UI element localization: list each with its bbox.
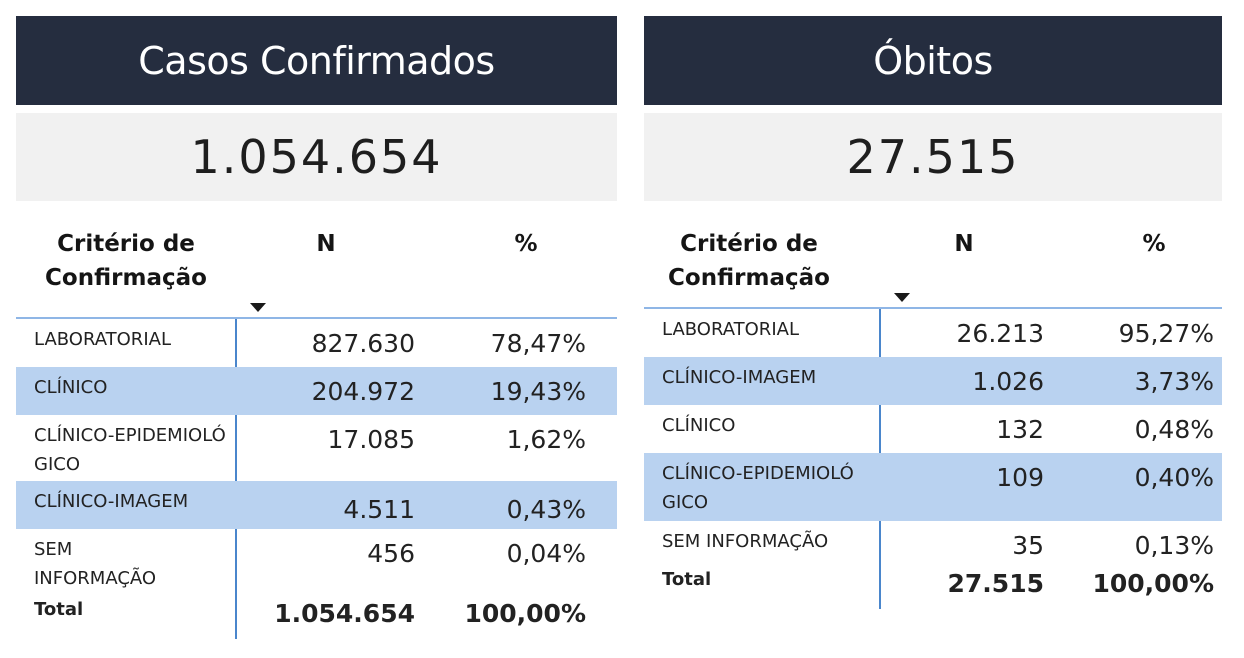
total-pct: 100,00%: [1092, 569, 1214, 598]
table-row[interactable]: CLÍNICO-EPIDEMIOLÓGICO 109 0,40%: [644, 453, 1222, 521]
row-pct: 95,27%: [1118, 319, 1214, 348]
obitos-panel: Óbitos 27.515 Critério de Confirmação N …: [644, 16, 1222, 609]
total-n: 1.054.654: [274, 599, 415, 628]
table-row[interactable]: CLÍNICO-EPIDEMIOLÓGICO 17.085 1,62%: [16, 415, 617, 481]
casos-confirmados-panel: Casos Confirmados 1.054.654 Critério de …: [16, 16, 617, 639]
column-header-pct[interactable]: %: [1142, 231, 1166, 257]
table-total-row: Total 1.054.654 100,00%: [16, 595, 617, 633]
row-criterio: SEM INFORMAÇÃO: [662, 531, 829, 552]
row-pct: 0,43%: [506, 495, 586, 524]
row-criterio: CLÍNICO-IMAGEM: [34, 491, 189, 512]
sort-descending-icon[interactable]: [894, 293, 910, 302]
table-row[interactable]: SEM INFORMAÇÃO 456 0,04%: [16, 529, 617, 595]
row-n: 1.026: [972, 367, 1044, 396]
kpi-card-total: 1.054.654: [16, 113, 617, 201]
panel-title: Casos Confirmados: [16, 16, 617, 105]
row-n: 35: [1012, 531, 1044, 560]
row-pct: 0,40%: [1134, 463, 1214, 492]
column-header-criterio[interactable]: Critério de Confirmação: [45, 231, 207, 291]
header-divider: [644, 307, 1222, 309]
row-pct: 1,62%: [506, 425, 586, 454]
row-criterio: CLÍNICO: [662, 415, 736, 436]
row-pct: 78,47%: [490, 329, 586, 358]
row-n: 204.972: [311, 377, 415, 406]
row-criterio: CLÍNICO-IMAGEM: [662, 367, 817, 388]
column-header-pct[interactable]: %: [514, 231, 538, 257]
column-header-n[interactable]: N: [316, 231, 336, 257]
criteria-table: Critério de Confirmação N % LABORATORIAL…: [644, 215, 1222, 609]
table-row[interactable]: LABORATORIAL 827.630 78,47%: [16, 319, 617, 367]
row-pct: 19,43%: [490, 377, 586, 406]
row-criterio: LABORATORIAL: [34, 329, 171, 350]
row-pct: 3,73%: [1134, 367, 1214, 396]
row-pct: 0,48%: [1134, 415, 1214, 444]
row-criterio: CLÍNICO-EPIDEMIOLÓGICO: [34, 425, 226, 475]
table-row[interactable]: CLÍNICO-IMAGEM 1.026 3,73%: [644, 357, 1222, 405]
panel-title: Óbitos: [644, 16, 1222, 105]
column-divider: [235, 319, 237, 639]
row-n: 26.213: [956, 319, 1044, 348]
row-pct: 0,13%: [1134, 531, 1214, 560]
column-header-n[interactable]: N: [954, 231, 974, 257]
table-row[interactable]: LABORATORIAL 26.213 95,27%: [644, 309, 1222, 357]
table-row[interactable]: CLÍNICO-IMAGEM 4.511 0,43%: [16, 481, 617, 529]
total-label: Total: [34, 599, 84, 620]
kpi-card-total: 27.515: [644, 113, 1222, 201]
row-n: 827.630: [311, 329, 415, 358]
row-criterio: LABORATORIAL: [662, 319, 799, 340]
table-row[interactable]: SEM INFORMAÇÃO 35 0,13%: [644, 521, 1222, 563]
table-row[interactable]: CLÍNICO 204.972 19,43%: [16, 367, 617, 415]
table-row[interactable]: CLÍNICO 132 0,48%: [644, 405, 1222, 453]
column-header-criterio[interactable]: Critério de Confirmação: [668, 231, 830, 291]
row-n: 17.085: [327, 425, 415, 454]
table-header: Critério de Confirmação N %: [16, 215, 617, 319]
table-header: Critério de Confirmação N %: [644, 215, 1222, 309]
row-n: 456: [367, 539, 415, 568]
total-pct: 100,00%: [464, 599, 586, 628]
row-criterio: SEM INFORMAÇÃO: [34, 539, 157, 589]
row-pct: 0,04%: [506, 539, 586, 568]
header-divider: [16, 317, 617, 319]
sort-descending-icon[interactable]: [250, 303, 266, 312]
total-n: 27.515: [947, 569, 1044, 598]
criteria-table: Critério de Confirmação N % LABORATORIAL…: [16, 215, 617, 639]
table-total-row: Total 27.515 100,00%: [644, 563, 1222, 609]
row-n: 109: [996, 463, 1044, 492]
total-label: Total: [662, 569, 712, 590]
row-criterio: CLÍNICO: [34, 377, 108, 398]
row-criterio: CLÍNICO-EPIDEMIOLÓGICO: [662, 463, 854, 513]
row-n: 4.511: [343, 495, 415, 524]
row-n: 132: [996, 415, 1044, 444]
